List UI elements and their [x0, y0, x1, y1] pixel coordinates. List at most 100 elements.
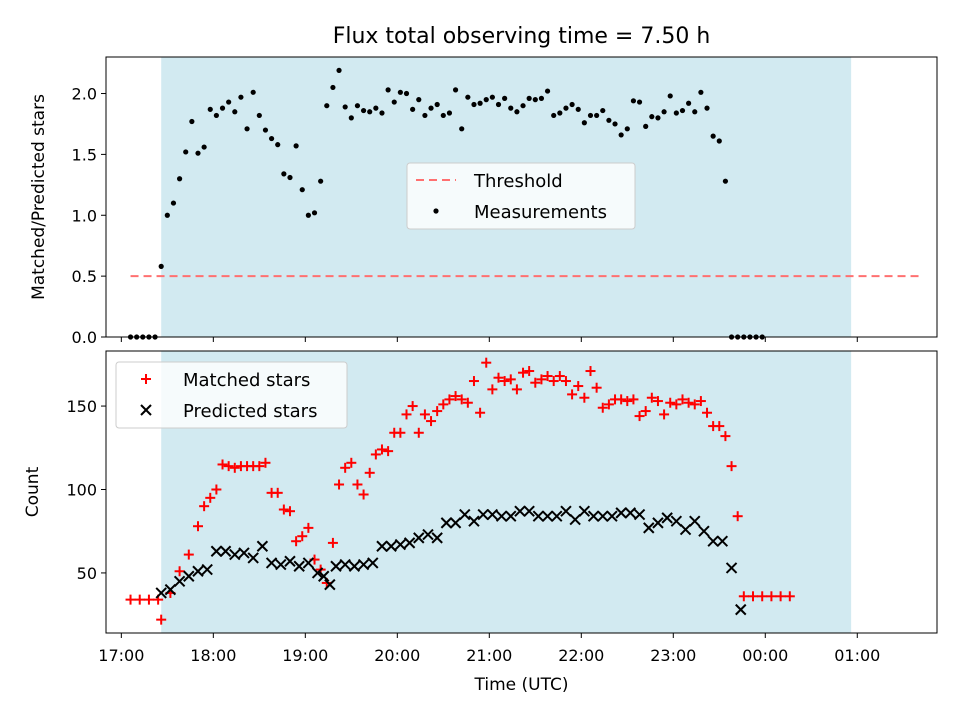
predicted-point-13 — [275, 558, 287, 571]
measurement-point-36 — [348, 115, 354, 121]
time-x-tick-label-1: 18:00 — [190, 646, 236, 665]
matched-point-69 — [567, 389, 578, 400]
predicted-point-6-b — [210, 545, 223, 557]
measurement-point-64 — [520, 103, 526, 109]
matched-point-71 — [579, 392, 590, 403]
matched-point-83 — [652, 396, 663, 407]
predicted-point-12-b — [265, 557, 278, 569]
matched-point-37 — [370, 449, 381, 460]
predicted-point-0-b — [155, 587, 167, 599]
matched-point-43 — [407, 401, 418, 412]
predicted-point-29-b — [413, 532, 425, 544]
predicted-point-59-b — [689, 515, 701, 527]
measurement-point-47 — [416, 97, 422, 103]
ratio-legend-box — [406, 162, 636, 230]
measurement-point-80 — [618, 132, 624, 138]
matched-point-75 — [603, 399, 614, 410]
matched-point-67 — [554, 371, 565, 382]
matched-point-91 — [702, 407, 713, 418]
predicted-point-16-b — [302, 557, 315, 569]
measurement-point-59 — [489, 94, 495, 100]
time-x-axis-label: Time (UTC) — [474, 675, 569, 695]
legend-predicted-swatch — [140, 404, 152, 416]
matched-point-39 — [383, 446, 394, 457]
predicted-point-54-b — [643, 522, 655, 534]
predicted-point-37-b — [486, 508, 499, 521]
ratio-y-tick-label-3: 1.5 — [72, 145, 97, 164]
matched-point-97 — [738, 591, 749, 602]
predicted-point-57-b — [670, 515, 683, 527]
matched-point-79 — [628, 394, 639, 405]
predicted-point-4 — [192, 565, 204, 577]
predicted-point-45-b — [560, 505, 572, 517]
predicted-point-14 — [284, 555, 296, 567]
predicted-point-38-b — [495, 510, 508, 522]
predicted-point-40 — [514, 505, 526, 517]
measurement-point-48 — [422, 112, 428, 119]
matched-point-49 — [444, 394, 455, 405]
predicted-point-64-b — [735, 603, 747, 616]
predicted-point-35-b — [468, 515, 480, 527]
measurement-point-69 — [551, 112, 557, 119]
predicted-point-10-b — [247, 552, 259, 564]
measurement-point-63 — [514, 109, 520, 115]
matched-point-98 — [748, 591, 759, 602]
predicted-point-50-b — [606, 510, 618, 522]
measurement-point-37 — [354, 103, 361, 109]
measurement-point-70 — [557, 110, 563, 116]
measurement-point-21 — [256, 112, 262, 119]
count-y-tick-label-1: 100 — [66, 480, 97, 499]
predicted-point-27 — [394, 538, 407, 551]
predicted-point-62 — [716, 535, 729, 547]
measurement-point-40 — [373, 105, 379, 111]
measurement-point-54 — [459, 126, 465, 132]
measurement-point-89 — [673, 110, 679, 116]
measurement-point-66 — [532, 97, 538, 103]
measurement-point-90 — [679, 107, 686, 114]
predicted-point-24-b — [367, 557, 379, 569]
predicted-point-60 — [698, 525, 710, 537]
predicted-point-17 — [311, 567, 324, 579]
measurement-point-71 — [563, 105, 569, 111]
predicted-point-44-b — [551, 510, 563, 522]
measurement-point-26 — [287, 174, 293, 181]
matched-point-56 — [487, 384, 498, 395]
count-legend-box — [115, 361, 348, 429]
matched-point-22 — [278, 504, 289, 515]
predicted-point-23-b — [357, 558, 370, 571]
matched-point-21 — [272, 487, 283, 498]
ratio-y-axis-label: Matched/Predicted stars — [29, 94, 49, 300]
measurement-point-49 — [428, 105, 434, 111]
predicted-point-9-b — [238, 547, 250, 559]
measurement-point-18 — [238, 94, 244, 100]
predicted-point-35 — [468, 515, 480, 527]
matched-point-45 — [419, 409, 430, 420]
measurement-point-94 — [704, 105, 710, 111]
predicted-point-29 — [413, 532, 425, 544]
measurement-point-56 — [471, 101, 477, 108]
matched-point-35 — [358, 489, 369, 500]
predicted-point-10 — [247, 552, 259, 564]
predicted-point-28 — [403, 537, 416, 549]
predicted-point-33 — [449, 517, 462, 529]
measurement-point-93 — [698, 89, 704, 95]
matched-point-63 — [530, 377, 541, 388]
matched-point-23 — [284, 506, 295, 517]
matched-point-44 — [413, 427, 424, 438]
predicted-point-16 — [302, 557, 315, 569]
measurement-point-78 — [606, 117, 612, 123]
predicted-point-32 — [440, 517, 453, 529]
matched-point-30 — [327, 537, 338, 548]
predicted-point-49 — [597, 510, 609, 522]
time-x-tick-label-0: 17:00 — [98, 646, 144, 665]
ratio-y-tick-label-0: 0.0 — [72, 328, 97, 347]
predicted-point-11-b — [256, 540, 269, 552]
predicted-point-33-b — [449, 517, 462, 529]
predicted-point-39 — [505, 510, 517, 522]
measurement-point-67 — [538, 95, 545, 101]
time-x-tick-label-3: 20:00 — [374, 646, 420, 665]
legend-predicted-marker-b — [140, 404, 152, 416]
predicted-point-36-b — [477, 508, 489, 521]
predicted-point-25 — [376, 540, 388, 552]
